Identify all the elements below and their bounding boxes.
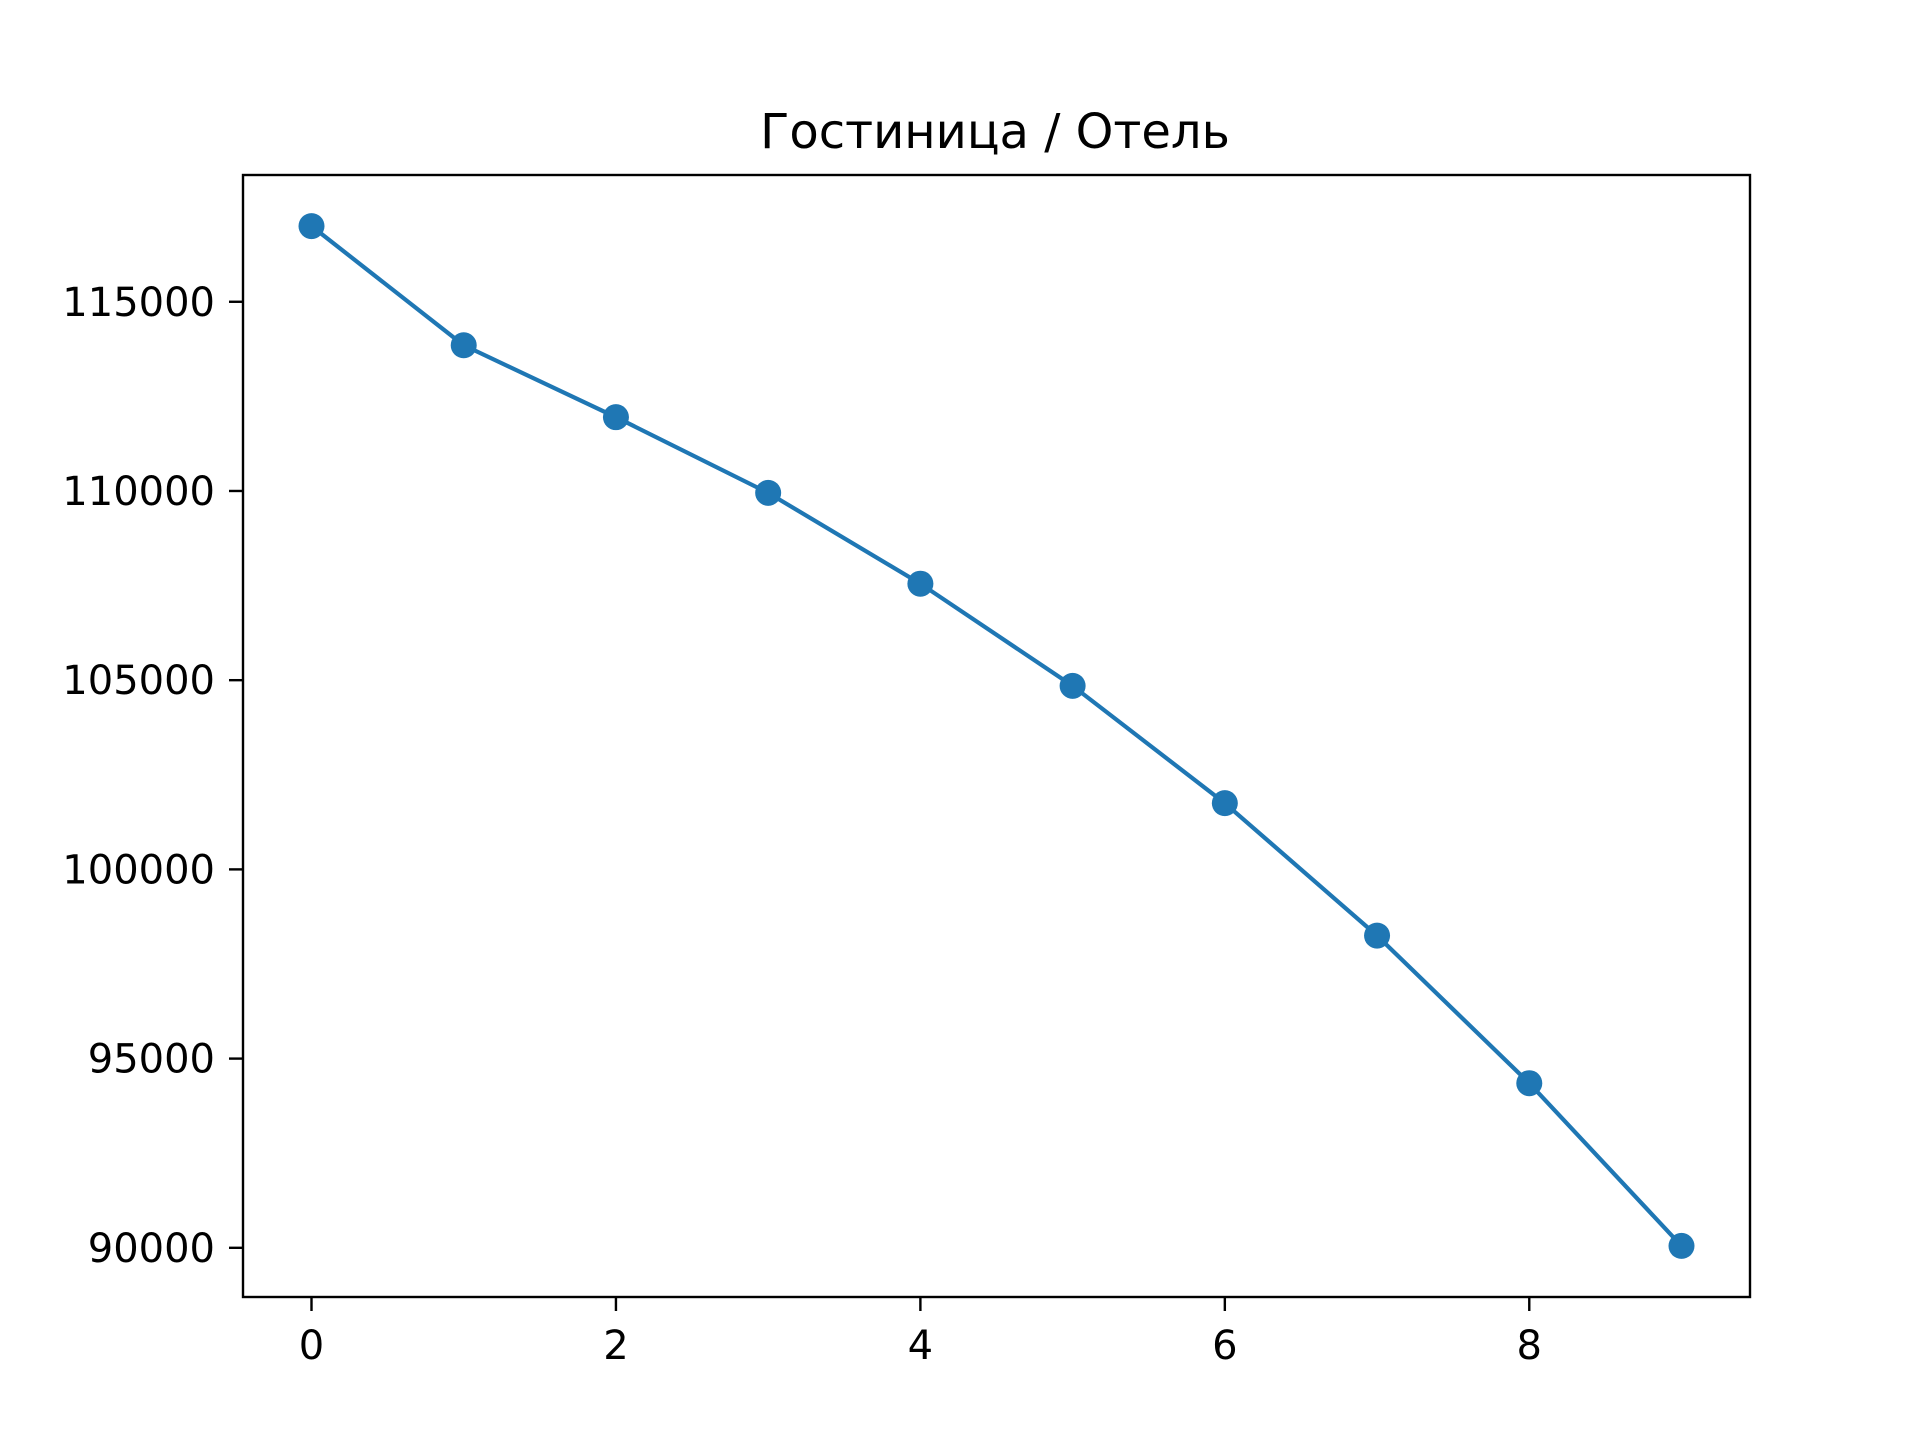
axes: 0 2 4 6 8 90000 95000 100000 105000 110000 115000 xyxy=(62,173,1752,1369)
data-point xyxy=(602,404,629,431)
data-point xyxy=(1516,1070,1543,1097)
y-tick-label: 115000 xyxy=(62,280,215,326)
data-point xyxy=(1668,1232,1695,1259)
x-tick-label: 2 xyxy=(603,1323,628,1369)
data-point xyxy=(450,332,477,359)
data-point xyxy=(1364,922,1391,949)
y-tick-label: 100000 xyxy=(62,847,215,893)
data-point xyxy=(1059,672,1086,699)
data-point xyxy=(298,213,325,240)
x-tick-label: 0 xyxy=(299,1323,324,1369)
y-tick-label: 95000 xyxy=(88,1037,215,1083)
x-tick-label: 4 xyxy=(908,1323,933,1369)
data-point xyxy=(755,479,782,506)
data-point xyxy=(907,570,934,597)
series-group xyxy=(298,213,1695,1259)
x-tick-label: 8 xyxy=(1517,1323,1542,1369)
y-tick-label: 90000 xyxy=(88,1226,215,1272)
series-line xyxy=(309,223,1684,1249)
plot-frame xyxy=(241,173,1752,1299)
x-tick-label: 6 xyxy=(1212,1323,1237,1369)
y-tick-label: 110000 xyxy=(62,469,215,515)
chart-title: Гостиница / Отель xyxy=(760,104,1230,160)
data-point xyxy=(1211,790,1238,817)
y-tick-label: 105000 xyxy=(62,658,215,704)
